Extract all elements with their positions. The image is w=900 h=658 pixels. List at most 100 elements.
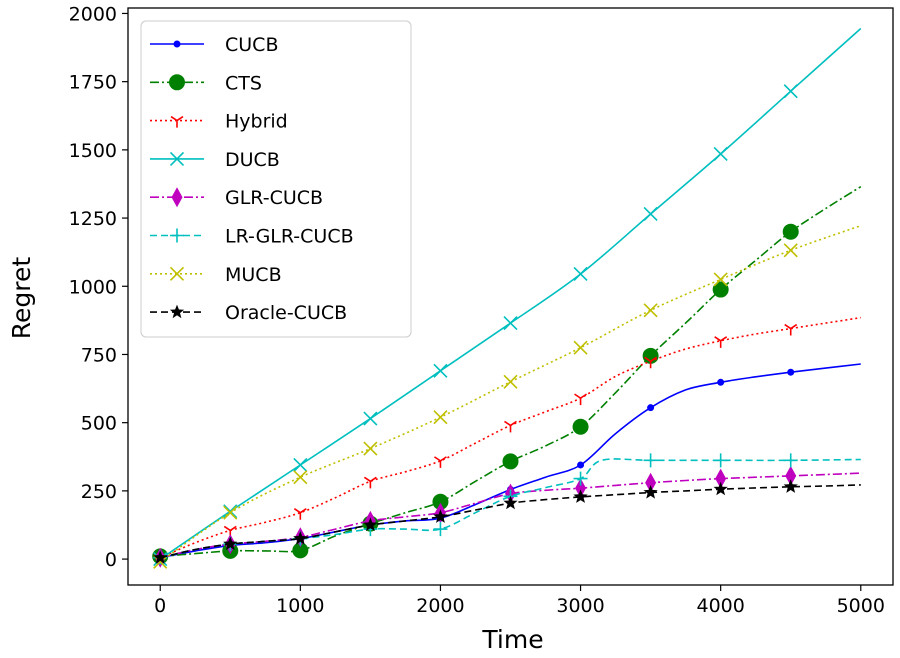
y-axis-title: Regret [7, 257, 36, 340]
legend-label: MUCB [225, 264, 282, 286]
data-point-mucb [293, 470, 308, 485]
data-point-oracle-cucb [503, 495, 518, 510]
series-lr-glr-cucb [153, 453, 861, 565]
legend-item-cucb: CUCB [150, 34, 278, 56]
data-point-glr-cucb [645, 472, 657, 493]
data-point-mucb [503, 374, 518, 389]
x-tick-label: 4000 [696, 595, 744, 617]
plot-frame [127, 7, 894, 586]
legend-marker [170, 115, 184, 128]
data-point-ducb [713, 146, 728, 162]
series-hybrid [153, 316, 861, 565]
legend-marker [169, 266, 185, 281]
data-point-mucb [643, 303, 658, 318]
data-point-cts [642, 347, 659, 364]
data-point-glr-cucb [785, 465, 797, 486]
legend-box [140, 20, 412, 338]
series-layer [152, 27, 862, 569]
y-tick-label: 1250 [69, 208, 117, 230]
data-point-oracle-cucb [573, 489, 588, 503]
y-tick-label: 500 [81, 413, 117, 435]
data-point-lr-glr-cucb [713, 453, 728, 468]
data-point-lr-glr-cucb [643, 453, 658, 468]
x-tick-label: 2000 [416, 595, 464, 617]
data-point-mucb [433, 410, 448, 425]
data-point-cts [292, 542, 309, 559]
data-point-mucb [783, 243, 798, 258]
data-point-hybrid [574, 393, 587, 406]
data-point-cts [502, 453, 519, 470]
y-tick-label: 0 [105, 549, 117, 571]
data-point-hybrid [714, 336, 728, 348]
legend-item-hybrid: Hybrid [150, 111, 288, 133]
legend-label: GLR-CUCB [225, 187, 323, 209]
series-glr-cucb [154, 465, 861, 568]
data-point-lr-glr-cucb [573, 471, 588, 486]
data-point-hybrid [293, 508, 307, 520]
y-tick-label: 2000 [69, 3, 117, 25]
legend-label: CUCB [225, 34, 278, 56]
data-point-mucb [713, 272, 728, 287]
data-point-cts [432, 493, 449, 510]
legend-label: DUCB [225, 149, 280, 171]
x-tick-label: 5000 [837, 595, 885, 617]
legend-label: CTS [225, 72, 262, 94]
x-axis-title: Time [481, 625, 543, 654]
x-tick-label: 1000 [276, 595, 324, 617]
data-point-oracle-cucb [783, 479, 798, 493]
data-point-ducb [293, 457, 308, 473]
legend-label: Hybrid [225, 111, 288, 133]
legend-item-glr-cucb: GLR-CUCB [150, 187, 323, 209]
legend-item-oracle-cucb: Oracle-CUCB [150, 302, 347, 324]
legend-marker [173, 40, 181, 48]
legend-item-cts: CTS [150, 72, 262, 94]
data-point-oracle-cucb [643, 485, 658, 499]
legend-marker [169, 74, 185, 91]
data-point-oracle-cucb [433, 509, 448, 523]
data-point-oracle-cucb [293, 531, 308, 545]
y-tick-label: 1750 [69, 72, 117, 94]
legend-label: Oracle-CUCB [225, 302, 347, 324]
legend: CUCB CTS Hybrid DUCB GLR-CUCB LR-GLR-CUCB MUCB… [140, 20, 412, 338]
data-point-ducb [783, 84, 798, 99]
data-point-glr-cucb [575, 478, 587, 499]
data-point-mucb [363, 441, 378, 456]
data-point-cucb [787, 368, 795, 376]
data-point-oracle-cucb [153, 550, 168, 564]
data-point-ducb [223, 504, 238, 519]
data-point-ducb [363, 411, 378, 426]
data-point-cts [782, 223, 799, 240]
data-point-hybrid [363, 476, 377, 489]
data-point-hybrid [784, 323, 798, 336]
data-point-cucb [577, 461, 585, 469]
y-tick-label: 750 [81, 344, 117, 366]
x-axis: 0 1000 2000 3000 4000 5000 [154, 585, 885, 617]
data-point-mucb [573, 340, 588, 355]
data-point-mucb [223, 505, 238, 520]
data-point-lr-glr-cucb [433, 522, 448, 537]
series-line-hybrid [159, 316, 861, 559]
data-point-hybrid [644, 356, 658, 369]
data-point-oracle-cucb [363, 517, 378, 531]
y-axis: 0 250 500 750 1000 1250 1500 1750 2000 [69, 3, 128, 571]
data-point-ducb [503, 316, 518, 331]
data-point-oracle-cucb [223, 536, 238, 551]
data-point-cts [712, 281, 729, 298]
legend-marker [169, 304, 185, 319]
legend-item-ducb: DUCB [150, 149, 280, 171]
data-point-lr-glr-cucb [783, 453, 798, 468]
x-tick-label: 0 [154, 595, 166, 617]
series-mucb [153, 224, 862, 569]
data-point-glr-cucb [715, 468, 727, 489]
data-point-ducb [643, 206, 658, 222]
data-point-ducb [433, 363, 448, 378]
data-point-cucb [647, 404, 655, 412]
legend-item-mucb: MUCB [150, 264, 282, 286]
data-point-cts [572, 418, 589, 435]
data-point-cucb [717, 378, 725, 386]
series-oracle-cucb [153, 479, 861, 564]
legend-marker [169, 151, 185, 166]
legend-marker [170, 228, 184, 243]
data-point-oracle-cucb [713, 481, 728, 496]
